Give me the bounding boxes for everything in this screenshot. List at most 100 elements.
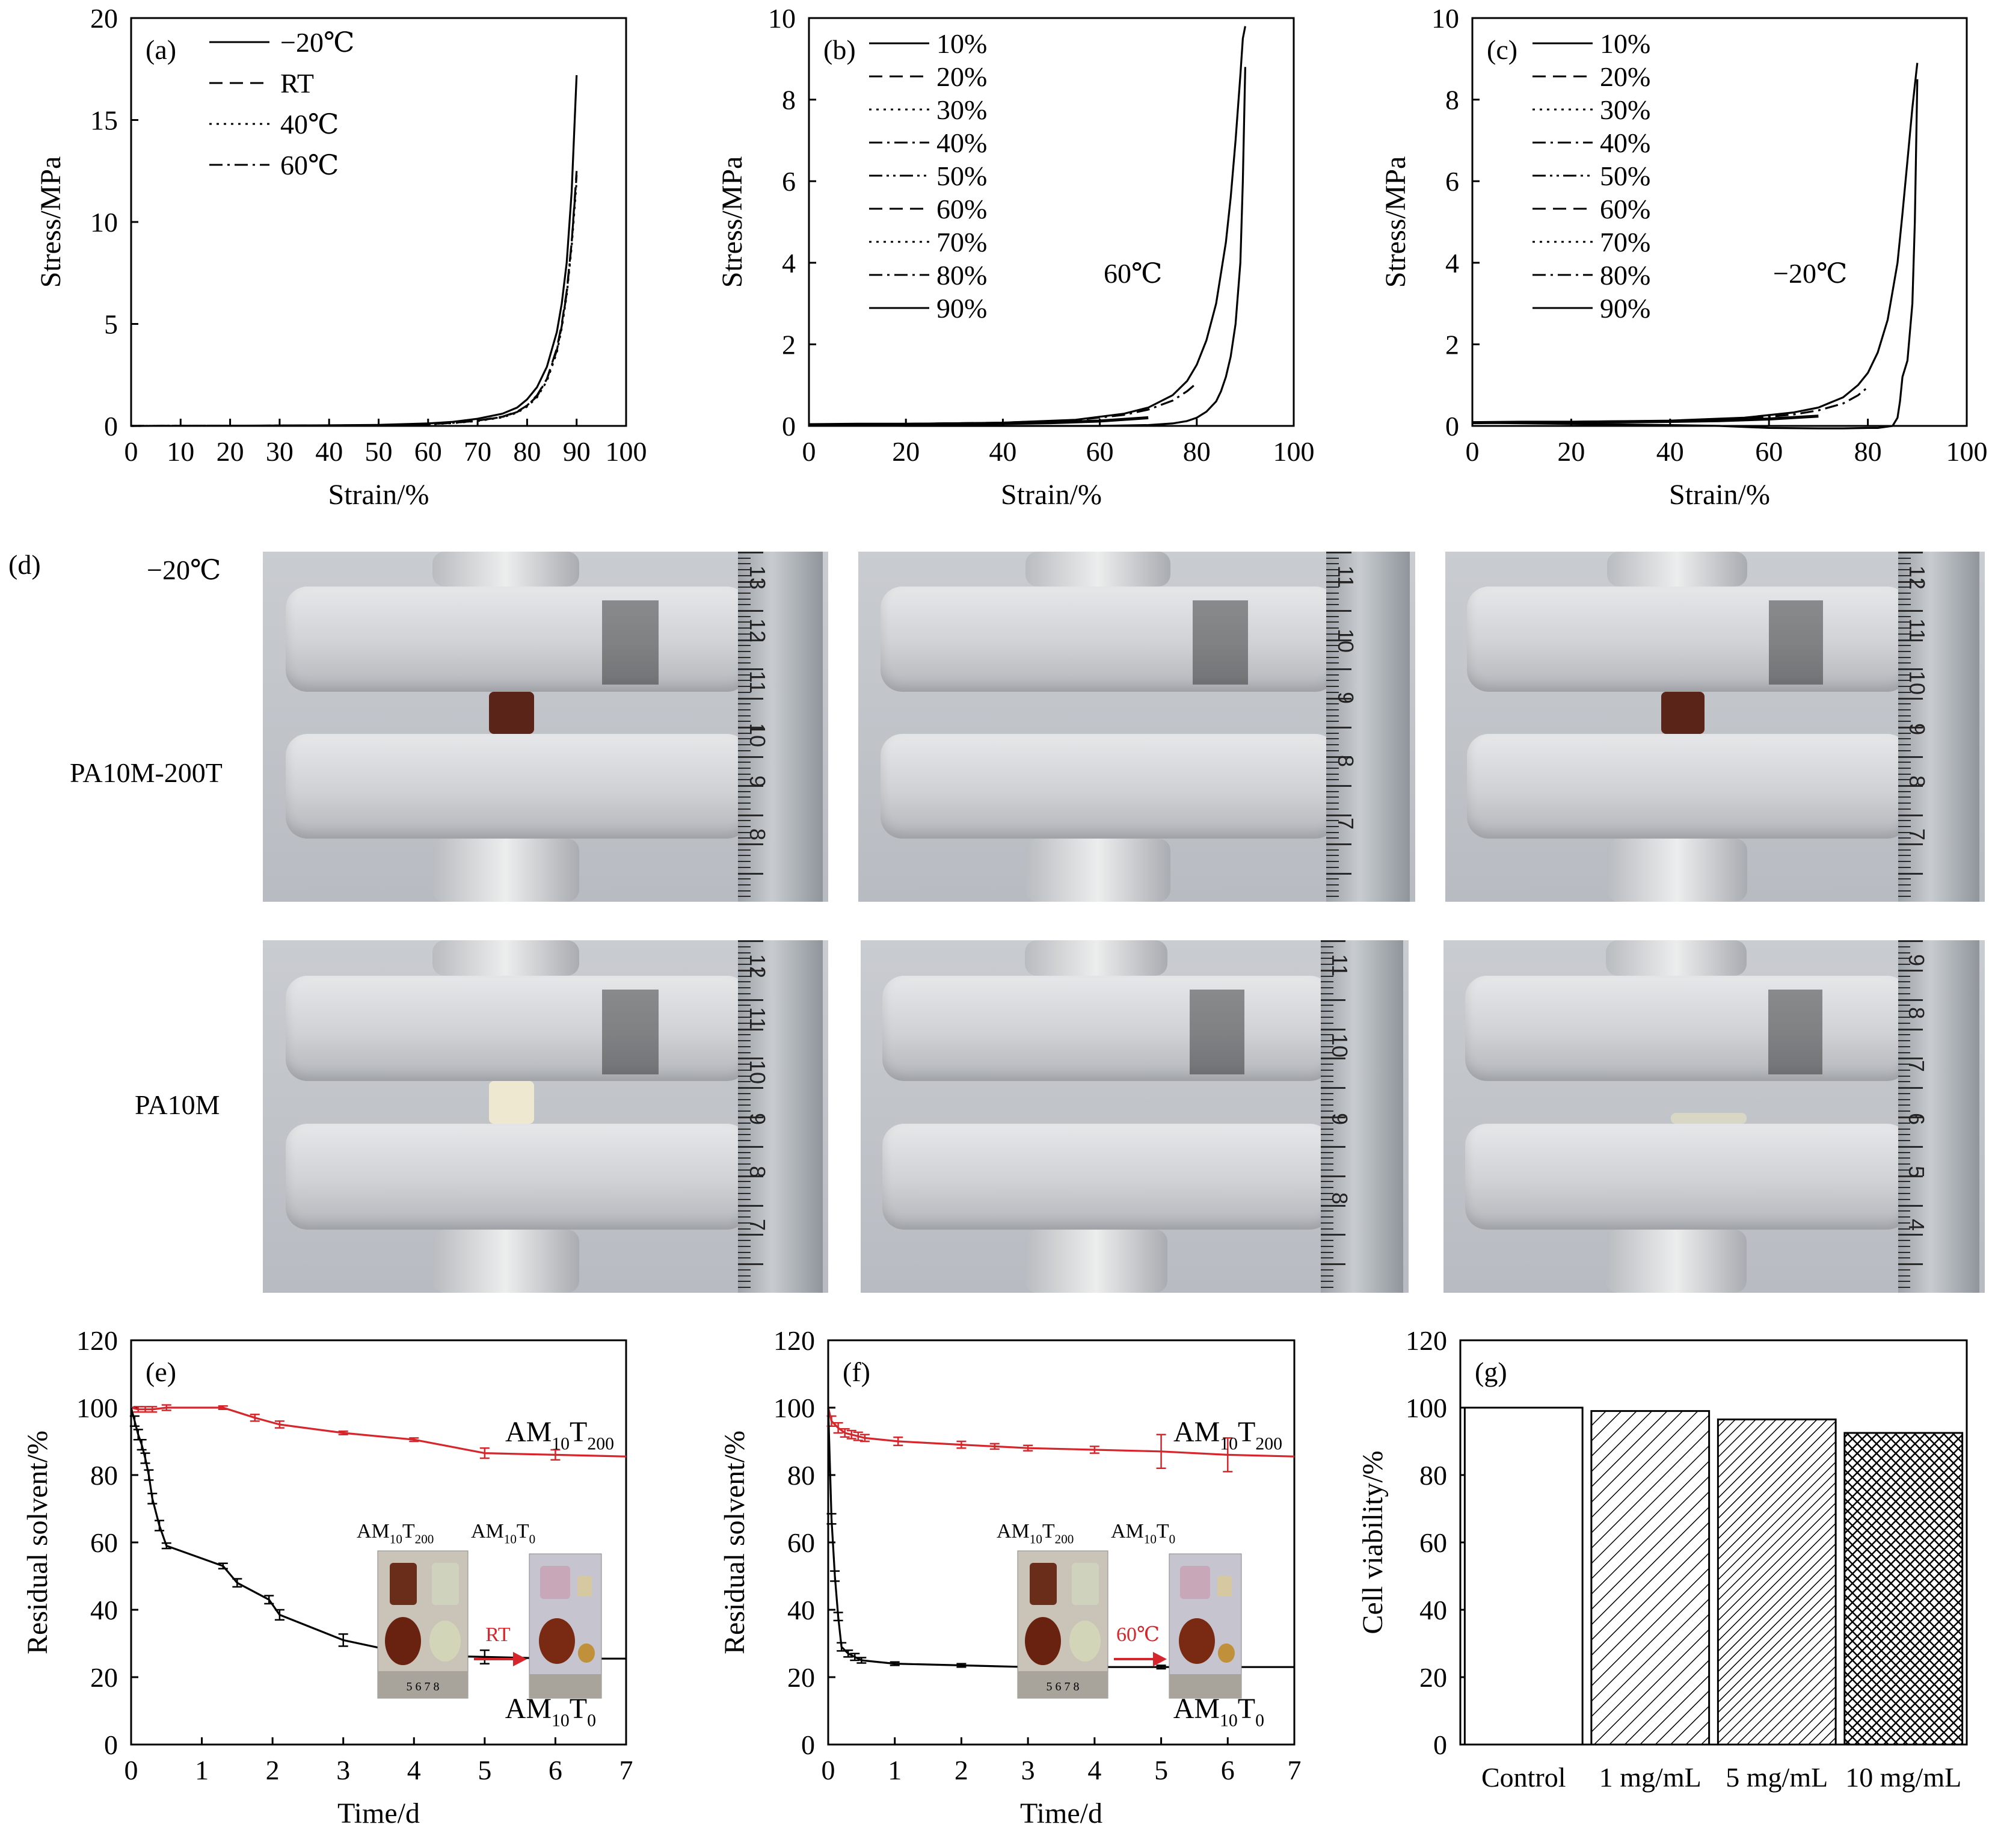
compression-plate-bottom: [285, 733, 749, 839]
x-tick-label: 0: [125, 436, 138, 467]
legend-label: 60%: [1600, 194, 1650, 224]
ruler-tick: [1898, 674, 1911, 676]
series-line-3: [131, 174, 578, 427]
inset-after-white-top: [578, 1643, 595, 1663]
panel-label: (c): [1487, 34, 1517, 65]
ruler-tick: [737, 1263, 763, 1266]
series-line-0: [1472, 63, 1919, 424]
ruler-tick: [1321, 1216, 1333, 1218]
x-tick-label: 20: [217, 436, 244, 467]
y-tick-label: 120: [773, 1325, 815, 1356]
ruler-tick: [1326, 756, 1351, 758]
plate-marking: [1192, 600, 1249, 685]
x-tick-label: 7: [1288, 1755, 1302, 1785]
ruler-tick: [1898, 958, 1911, 959]
y-tick-label: 8: [782, 85, 796, 116]
inset-label-am10t200-part: T: [402, 1520, 415, 1542]
ruler-tick: [737, 1281, 751, 1283]
ruler-number: 11: [1904, 618, 1929, 641]
ruler-tick: [737, 767, 751, 769]
legend-label: 60%: [936, 194, 987, 224]
ruler-tick: [1326, 820, 1339, 822]
measuring-ruler: 9 8 7 6 5 4: [1898, 940, 1979, 1293]
x-tick-label: 80: [513, 436, 541, 467]
ruler-tick: [1898, 1122, 1911, 1124]
y-tick-label: 20: [90, 3, 118, 34]
compression-plate-top: [882, 975, 1332, 1082]
legend-label: −20℃: [280, 27, 354, 58]
ruler-tick: [1898, 785, 1923, 787]
condition-annotation: −20℃: [1773, 258, 1847, 289]
measuring-ruler: 11 10 9 8: [1321, 940, 1403, 1293]
ruler-tick: [1321, 1181, 1333, 1183]
ruler-tick: [737, 668, 763, 670]
ruler-tick: [1326, 598, 1339, 600]
ruler-tick: [1321, 964, 1333, 966]
ruler-tick: [737, 785, 763, 787]
photo-r1-c1: 13 12 11 10 9 8: [263, 552, 828, 902]
ruler-tick: [737, 1251, 751, 1253]
photo-r2-c1: 12 11 10 9 8 7: [263, 940, 828, 1293]
ruler-tick: [1898, 890, 1911, 892]
legend-label: 10%: [936, 28, 987, 59]
x-tick-label: 50: [365, 436, 393, 467]
ruler-tick: [1898, 987, 1911, 989]
ruler-tick: [1898, 662, 1911, 664]
ruler-number: 10: [1333, 629, 1358, 653]
y-tick-label: 0: [1445, 411, 1459, 442]
ruler-tick: [1898, 598, 1911, 600]
hydrogel-sample: [1661, 691, 1705, 734]
ruler-tick: [1321, 1275, 1333, 1277]
ruler-tick: [737, 837, 751, 839]
ruler-tick: [1898, 738, 1911, 740]
x-tick-label: 70: [464, 436, 491, 467]
ruler-tick: [737, 1075, 751, 1077]
ruler-tick: [737, 697, 763, 700]
category-label: 5 mg/mL: [1726, 1762, 1828, 1793]
y-tick-label: 40: [1419, 1595, 1447, 1625]
bar-1: [1590, 1410, 1711, 1746]
fixture-top: [1606, 940, 1747, 976]
ruler-tick: [737, 639, 763, 641]
ruler-tick: [1898, 825, 1911, 827]
y-tick-label: 100: [76, 1393, 118, 1423]
ruler-tick: [1321, 1145, 1346, 1148]
inset-label-am10t0-part: AM: [1111, 1520, 1144, 1542]
ruler-tick: [1898, 762, 1911, 763]
ruler-tick: [1321, 1087, 1346, 1089]
inset-label-am10t200: AM10T200: [357, 1520, 434, 1547]
ruler-tick: [1898, 727, 1923, 728]
legend-label: 20%: [936, 61, 987, 92]
ruler-tick: [1898, 1116, 1923, 1118]
ruler-tick: [737, 1210, 751, 1212]
ruler-tick: [737, 1034, 751, 1036]
ruler-tick: [1326, 627, 1339, 629]
legend-label: 40%: [936, 128, 987, 158]
ruler-tick: [1321, 1081, 1333, 1083]
ruler-tick: [1326, 587, 1339, 588]
ruler-tick: [737, 808, 751, 810]
ruler-tick: [737, 703, 751, 705]
ruler-tick: [737, 598, 751, 600]
x-tick-label: 5: [1154, 1755, 1168, 1785]
ruler-tick: [1326, 703, 1339, 705]
ruler-tick: [1326, 861, 1339, 863]
panel-label: (e): [146, 1357, 176, 1387]
y-tick-label: 10: [1431, 3, 1459, 34]
ruler-tick: [737, 557, 751, 559]
ruler-tick: [1898, 820, 1911, 822]
ruler-tick: [1898, 878, 1911, 880]
ruler-number: 6: [1904, 1113, 1929, 1126]
ruler-tick: [737, 1046, 751, 1047]
ruler-tick: [1321, 1234, 1346, 1236]
ruler-tick: [1326, 785, 1351, 787]
ruler-tick: [1898, 1251, 1911, 1253]
ruler-tick: [1898, 831, 1911, 833]
bar-3: [1843, 1432, 1964, 1746]
ruler-tick: [1898, 1210, 1911, 1212]
ruler-tick: [737, 727, 763, 728]
ruler-tick: [1898, 1269, 1911, 1270]
ruler-tick: [737, 1151, 751, 1153]
x-tick-label: 90: [563, 436, 591, 467]
y-tick-label: 120: [1406, 1325, 1447, 1356]
